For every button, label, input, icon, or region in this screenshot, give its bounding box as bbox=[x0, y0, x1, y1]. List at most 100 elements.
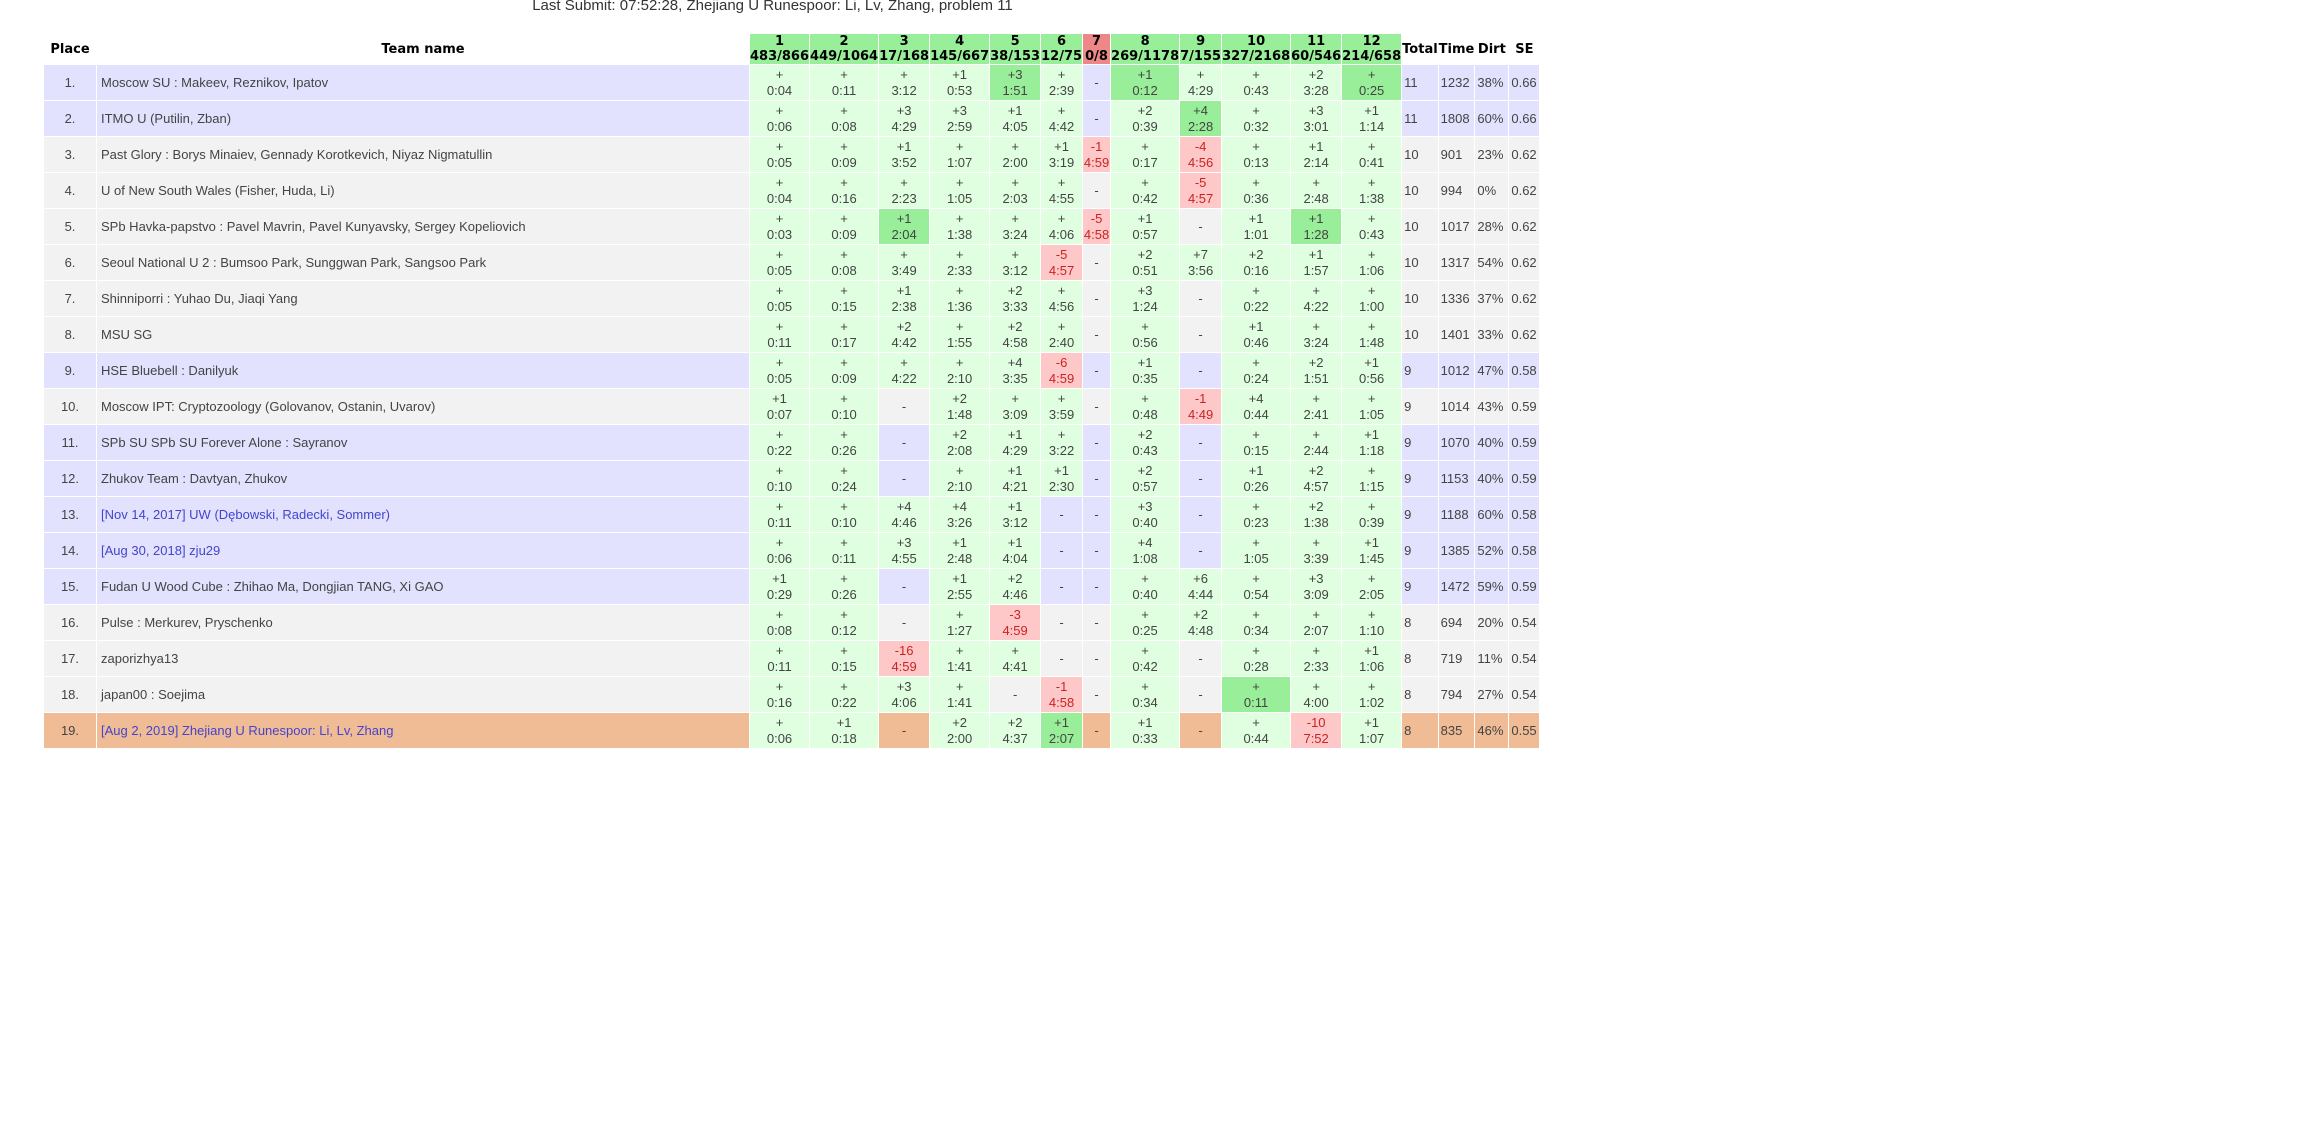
problem-header-11[interactable]: 11 60/546 bbox=[1291, 34, 1342, 64]
result-cell-problem-1: +1 0:29 bbox=[750, 569, 810, 604]
attempts-text: +2 bbox=[1007, 570, 1023, 586]
problem-header-5[interactable]: 5 38/153 bbox=[990, 34, 1041, 64]
attempts-text: - bbox=[1198, 470, 1203, 486]
problem-header-9[interactable]: 9 7/155 bbox=[1180, 34, 1222, 64]
attempts-text: +1 bbox=[1007, 462, 1023, 478]
total-header[interactable]: Total bbox=[1402, 41, 1438, 57]
solve-time-text: 1:28 bbox=[1303, 226, 1329, 242]
team-name-cell: SPb Havka-papstvo : Pavel Mavrin, Pavel … bbox=[97, 209, 749, 244]
problem-header-8[interactable]: 8 269/1178 bbox=[1111, 34, 1180, 64]
place-cell: 17. bbox=[44, 641, 96, 676]
solve-time-text: 2:28 bbox=[1187, 118, 1214, 134]
result-cell-problem-5: +3:12 bbox=[990, 245, 1041, 280]
problem-header-4[interactable]: 4 145/667 bbox=[930, 34, 990, 64]
attempts-text: +2 bbox=[1007, 282, 1023, 298]
attempts-text: + bbox=[840, 174, 848, 190]
team-name-cell: zaporizhya13 bbox=[97, 641, 749, 676]
attempts-text: - bbox=[1059, 650, 1064, 666]
solve-time-text: 4:37 bbox=[1002, 730, 1028, 746]
solve-time-text: 3:35 bbox=[1002, 370, 1028, 386]
attempts-text: +4 bbox=[896, 498, 912, 514]
attempts-text: +1 bbox=[1308, 210, 1324, 226]
attempts-text: - bbox=[1198, 218, 1203, 234]
attempts-text: +1 bbox=[1137, 714, 1153, 730]
time-cell: 1188 bbox=[1438, 497, 1475, 532]
result-cell-problem-4: +4 3:26 bbox=[930, 497, 990, 532]
solve-time-text: 4:59 bbox=[1048, 370, 1075, 386]
attempts-text: + bbox=[1141, 678, 1149, 694]
time-cell: 1017 bbox=[1438, 209, 1475, 244]
problem-header-3[interactable]: 3 17/168 bbox=[879, 34, 930, 64]
total-cell: 10 bbox=[1402, 173, 1438, 208]
time-header[interactable]: Time bbox=[1438, 41, 1475, 57]
dirt-cell: 37% bbox=[1475, 281, 1509, 316]
team-link[interactable]: [Aug 2, 2019] Zhejiang U Runespoor: Li, … bbox=[97, 713, 749, 748]
team-header[interactable]: Team name bbox=[381, 41, 465, 57]
attempts-text: + bbox=[775, 678, 784, 694]
se-header[interactable]: SE bbox=[1515, 41, 1534, 57]
attempts-text: - bbox=[1094, 542, 1099, 558]
attempts-text: +1 bbox=[1137, 66, 1153, 82]
attempts-text: + bbox=[1141, 138, 1149, 154]
result-cell-problem-2: +0:22 bbox=[810, 677, 879, 712]
solve-time-text: 3:39 bbox=[1303, 550, 1329, 566]
attempts-text: + bbox=[840, 678, 848, 694]
solve-time-text: 0:42 bbox=[1132, 658, 1158, 674]
attempts-text: +1 bbox=[1364, 642, 1380, 658]
result-cell-problem-7: - bbox=[1083, 245, 1111, 280]
problem-stats: 12/75 bbox=[1041, 49, 1083, 64]
result-cell-problem-10: +0:34 bbox=[1222, 605, 1291, 640]
dirt-header[interactable]: Dirt bbox=[1477, 41, 1506, 57]
attempts-text: + bbox=[775, 462, 784, 478]
problem-header-2[interactable]: 2 449/1064 bbox=[810, 34, 879, 64]
team-name-cell: Seoul National U 2 : Bumsoo Park, Sunggw… bbox=[97, 245, 749, 280]
result-cell-problem-2: +0:09 bbox=[810, 209, 879, 244]
attempts-text: + bbox=[1141, 606, 1149, 622]
attempts-text: + bbox=[775, 714, 784, 730]
result-cell-problem-8: +1 0:12 bbox=[1111, 65, 1180, 100]
attempts-text: +1 bbox=[1007, 426, 1023, 442]
problem-header-7[interactable]: 7 0/8 bbox=[1083, 34, 1111, 64]
attempts-text: + bbox=[900, 66, 908, 82]
attempts-text: -16 bbox=[894, 642, 914, 658]
result-cell-problem-8: +4 1:08 bbox=[1111, 533, 1180, 568]
result-cell-problem-2: +0:15 bbox=[810, 641, 879, 676]
problem-header-12[interactable]: 12 214/658 bbox=[1342, 34, 1402, 64]
attempts-text: - bbox=[1094, 722, 1099, 738]
result-cell-problem-9: - bbox=[1180, 713, 1222, 748]
team-link[interactable]: [Nov 14, 2017] UW (Dębowski, Radecki, So… bbox=[97, 497, 749, 532]
team-link[interactable]: [Aug 30, 2018] zju29 bbox=[97, 533, 749, 568]
solve-time-text: 2:07 bbox=[1303, 622, 1329, 638]
result-cell-problem-9: - bbox=[1180, 497, 1222, 532]
result-cell-problem-3: +1 2:04 bbox=[879, 209, 930, 244]
attempts-text: - bbox=[1094, 686, 1099, 702]
result-cell-problem-10: +0:23 bbox=[1222, 497, 1291, 532]
problem-number: 4 bbox=[955, 34, 965, 49]
attempts-text: +3 bbox=[896, 678, 912, 694]
result-cell-problem-10: +0:32 bbox=[1222, 101, 1291, 136]
result-cell-problem-8: +0:40 bbox=[1111, 569, 1180, 604]
problem-header-1[interactable]: 1 483/866 bbox=[750, 34, 810, 64]
result-cell-problem-7: - bbox=[1083, 317, 1111, 352]
place-header[interactable]: Place bbox=[50, 41, 90, 57]
place-cell: 18. bbox=[44, 677, 96, 712]
result-cell-problem-11: +2 1:51 bbox=[1291, 353, 1342, 388]
se-cell: 0.66 bbox=[1509, 65, 1540, 100]
total-cell: 9 bbox=[1402, 533, 1438, 568]
solve-time-text: 2:00 bbox=[946, 730, 973, 746]
solve-time-text: 0:35 bbox=[1132, 370, 1158, 386]
attempts-text: + bbox=[775, 138, 784, 154]
se-cell: 0.54 bbox=[1509, 641, 1540, 676]
dirt-cell: 43% bbox=[1475, 389, 1509, 424]
problem-stats: 0/8 bbox=[1085, 49, 1108, 64]
place-cell: 2. bbox=[44, 101, 96, 136]
se-cell: 0.66 bbox=[1509, 101, 1540, 136]
result-cell-problem-8: +1 0:35 bbox=[1111, 353, 1180, 388]
attempts-text: +1 bbox=[1137, 210, 1153, 226]
problem-header-6[interactable]: 6 12/75 bbox=[1041, 34, 1083, 64]
result-cell-problem-1: +0:04 bbox=[750, 65, 810, 100]
result-cell-problem-11: +3:24 bbox=[1291, 317, 1342, 352]
attempts-text: - bbox=[1094, 578, 1099, 594]
problem-header-10[interactable]: 10 327/2168 bbox=[1222, 34, 1291, 64]
result-cell-problem-10: +0:28 bbox=[1222, 641, 1291, 676]
